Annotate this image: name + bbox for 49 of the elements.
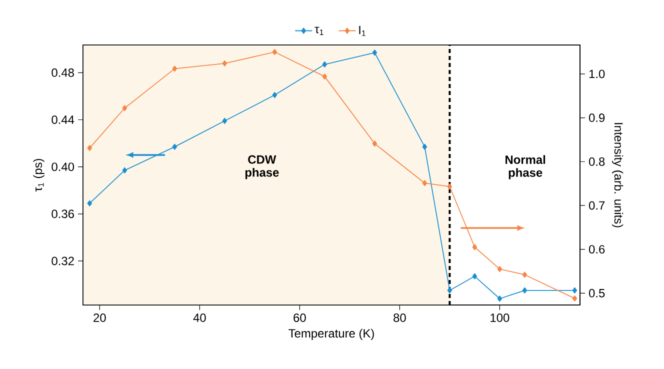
x-tick-label: 20 — [94, 314, 106, 322]
legend-label: τ$_{1}$ — [314, 26, 324, 35]
point — [322, 74, 328, 80]
y-tick-label: 0.44 — [52, 116, 74, 124]
y-tick-label: 0.32 — [52, 256, 74, 266]
point — [572, 295, 578, 302]
point — [87, 200, 92, 206]
point — [497, 266, 502, 272]
point — [122, 167, 128, 174]
point — [272, 92, 278, 98]
y2-tick-label: 0.6 — [588, 245, 605, 254]
y-axis-title: τ$_{1}$ (ps) — [33, 158, 44, 192]
annotation: Normal phase — [506, 155, 546, 180]
point — [172, 66, 178, 72]
point — [172, 144, 178, 150]
y2-tick-label: 0.9 — [588, 114, 605, 122]
point — [472, 244, 478, 250]
point — [372, 140, 378, 147]
legend-label: I$_{1}$ — [359, 26, 366, 36]
y2-tick-label: 1.0 — [589, 70, 605, 78]
x-tick-label: 100 — [490, 314, 510, 322]
annotation: CDW phase — [245, 155, 279, 180]
point — [447, 287, 452, 294]
point — [497, 296, 502, 302]
point — [222, 60, 228, 66]
y2-axis-title: Intensity (arb. units) — [612, 123, 624, 228]
y-tick-label: 0.40 — [52, 162, 74, 172]
x-axis-title: Temperature (K) — [288, 328, 374, 340]
point — [122, 105, 128, 112]
point — [87, 144, 92, 152]
point — [422, 180, 428, 186]
x-tick-label: 80 — [394, 314, 406, 322]
point — [222, 118, 228, 124]
y-tick-label: 0.36 — [52, 210, 74, 218]
point — [372, 50, 378, 56]
x-tick-label: 40 — [193, 314, 206, 322]
point — [272, 48, 278, 56]
point — [447, 184, 452, 190]
y2-tick-label: 0.7 — [588, 201, 605, 210]
y2-tick-label: 0.5 — [588, 288, 605, 298]
y-tick-label: 0.48 — [52, 68, 74, 77]
point — [322, 61, 328, 68]
x-tick-label: 60 — [294, 314, 306, 322]
point — [422, 144, 428, 150]
point — [572, 287, 578, 294]
point — [472, 273, 478, 280]
point — [522, 287, 528, 294]
y2-tick-label: 0.8 — [588, 157, 605, 166]
point — [522, 272, 528, 278]
